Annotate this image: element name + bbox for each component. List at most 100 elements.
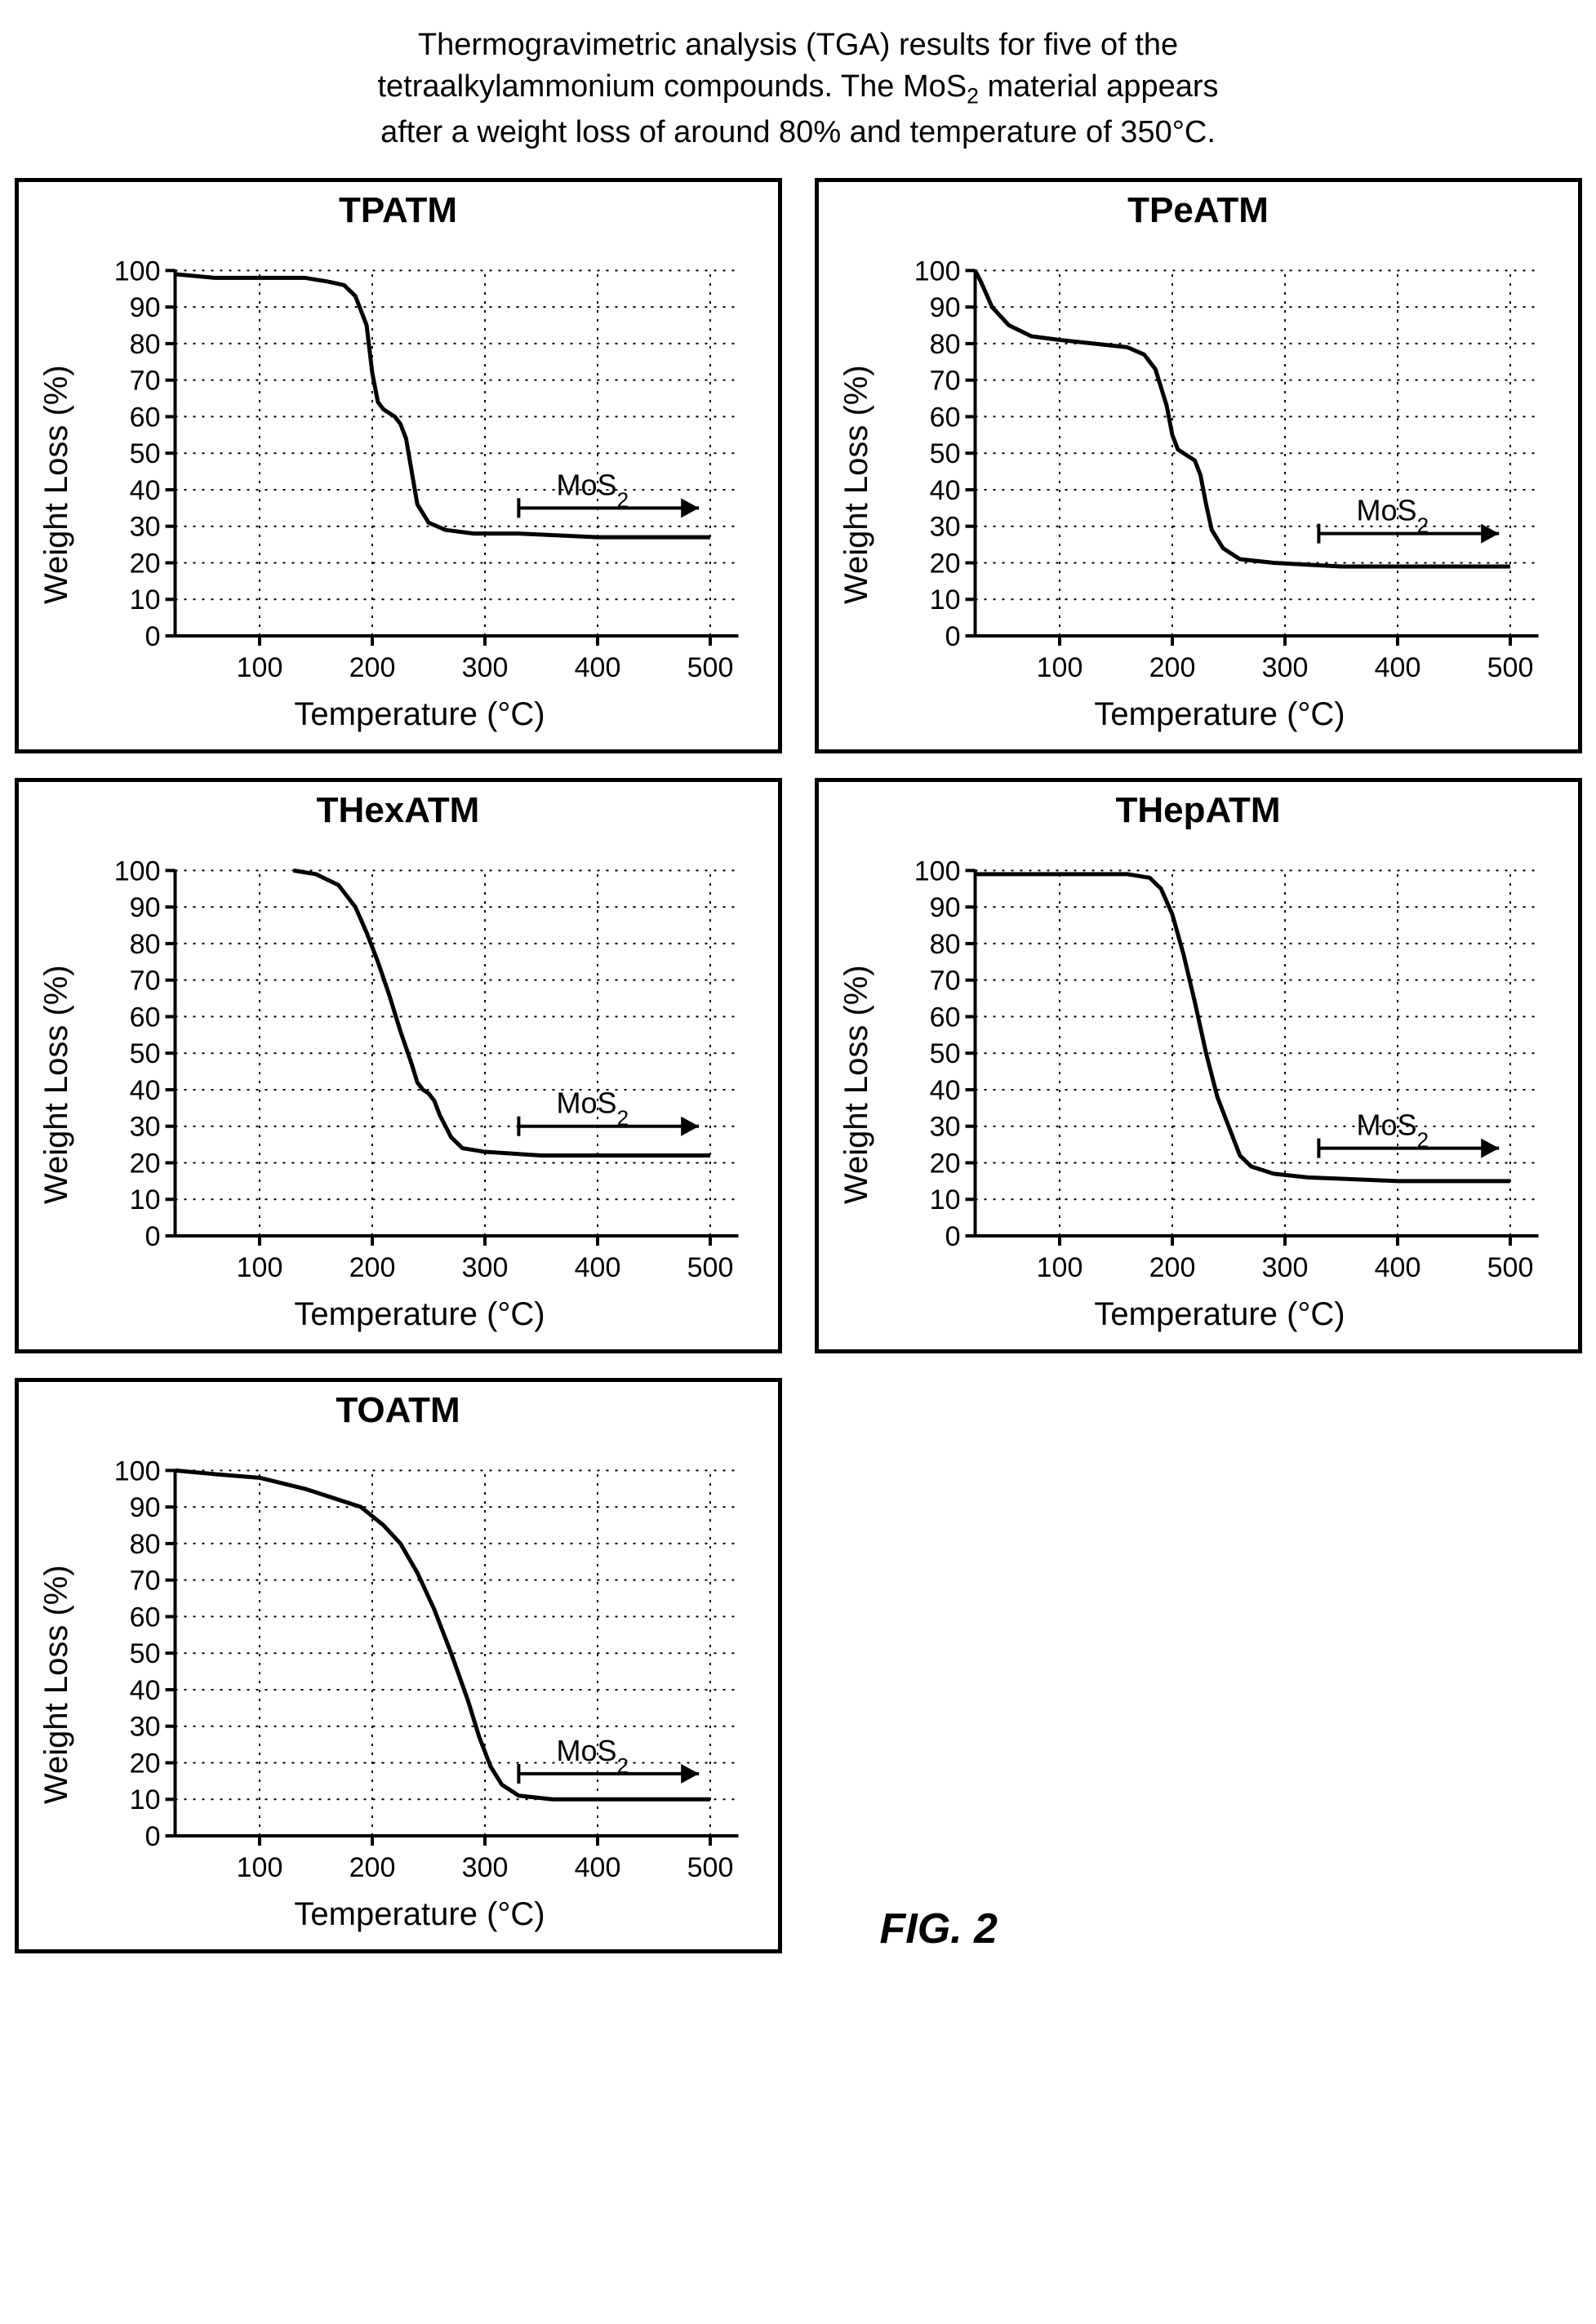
svg-text:500: 500 [1487,652,1533,683]
tga-curve [975,270,1510,567]
svg-text:80: 80 [929,329,960,360]
panel-title: THexATM [35,790,762,831]
svg-text:70: 70 [129,366,160,397]
panel-title: TPeATM [835,190,1562,231]
svg-text:20: 20 [129,1149,160,1180]
svg-text:80: 80 [129,329,160,360]
svg-text:40: 40 [929,475,960,506]
svg-text:50: 50 [129,1638,160,1669]
svg-text:90: 90 [129,292,160,323]
svg-text:30: 30 [129,1712,160,1743]
chart-panel: THepATMWeight Loss (%)100200300400500010… [815,778,1582,1353]
svg-text:0: 0 [144,621,160,652]
svg-text:10: 10 [929,1184,960,1215]
tga-chart: 1002003004005000102030405060708090100MoS… [878,836,1562,1293]
svg-text:40: 40 [129,1675,160,1706]
svg-text:50: 50 [929,438,960,469]
svg-text:60: 60 [929,402,960,433]
mos2-label: MoS2 [556,1734,629,1778]
panel-title: TPATM [35,190,762,231]
mos2-label: MoS2 [556,468,629,512]
svg-text:100: 100 [236,1252,282,1283]
svg-text:200: 200 [1149,1252,1195,1283]
svg-text:60: 60 [129,402,160,433]
chart-panel: TOATMWeight Loss (%)10020030040050001020… [15,1378,782,1953]
tga-chart: 1002003004005000102030405060708090100MoS… [78,1436,762,1893]
svg-text:30: 30 [129,512,160,543]
svg-text:30: 30 [929,1112,960,1143]
svg-text:10: 10 [929,584,960,615]
svg-text:400: 400 [574,1252,620,1283]
svg-text:60: 60 [929,1002,960,1033]
svg-text:100: 100 [914,855,960,886]
svg-text:50: 50 [929,1038,960,1069]
svg-text:40: 40 [129,475,160,506]
figure-label: FIG. 2 [815,1880,998,1953]
svg-text:200: 200 [1149,652,1195,683]
svg-text:300: 300 [461,1852,508,1883]
svg-text:90: 90 [129,1492,160,1523]
panel-title: TOATM [35,1390,762,1431]
svg-text:10: 10 [129,1784,160,1815]
svg-text:0: 0 [144,1221,160,1252]
svg-text:0: 0 [144,1821,160,1852]
svg-text:100: 100 [113,256,160,287]
svg-text:50: 50 [129,1038,160,1069]
svg-text:500: 500 [687,1252,733,1283]
svg-text:400: 400 [574,652,620,683]
svg-text:500: 500 [687,1852,733,1883]
mos2-label: MoS2 [1356,1109,1429,1153]
y-axis-label: Weight Loss (%) [35,236,78,733]
mos2-label: MoS2 [1356,494,1429,538]
svg-text:70: 70 [929,366,960,397]
svg-text:200: 200 [349,1852,395,1883]
svg-text:20: 20 [929,549,960,580]
svg-text:100: 100 [1036,1252,1083,1283]
caption-line2-sub: 2 [967,84,979,109]
x-axis-label: Temperature (°C) [78,696,762,733]
tga-curve [975,874,1510,1181]
chart-panel: TPATMWeight Loss (%)10020030040050001020… [15,178,782,753]
y-axis-label: Weight Loss (%) [835,836,878,1333]
svg-text:100: 100 [113,1455,160,1486]
svg-text:20: 20 [929,1149,960,1180]
svg-text:400: 400 [1374,1252,1420,1283]
svg-text:40: 40 [129,1075,160,1106]
tga-curve [293,870,710,1155]
svg-text:80: 80 [129,929,160,960]
svg-text:90: 90 [929,892,960,923]
svg-text:20: 20 [129,549,160,580]
caption-line1: Thermogravimetric analysis (TGA) results… [418,28,1178,62]
figure-caption: Thermogravimetric analysis (TGA) results… [145,24,1452,153]
svg-text:300: 300 [1261,1252,1308,1283]
svg-text:400: 400 [574,1852,620,1883]
svg-text:100: 100 [236,1852,282,1883]
svg-text:90: 90 [129,892,160,923]
svg-text:60: 60 [129,1602,160,1633]
figure-label-cell: FIG. 2 [815,1378,1582,1953]
y-axis-label: Weight Loss (%) [835,236,878,733]
svg-text:80: 80 [929,929,960,960]
tga-curve [175,1470,710,1799]
svg-text:70: 70 [129,966,160,997]
chart-panel: THexATMWeight Loss (%)100200300400500010… [15,778,782,1353]
svg-text:200: 200 [349,1252,395,1283]
svg-text:10: 10 [129,1184,160,1215]
tga-curve [175,274,710,537]
panel-title: THepATM [835,790,1562,831]
svg-text:100: 100 [236,652,282,683]
svg-text:0: 0 [945,621,960,652]
caption-line3: after a weight loss of around 80% and te… [380,115,1216,149]
y-axis-label: Weight Loss (%) [35,1436,78,1933]
svg-text:40: 40 [929,1075,960,1106]
x-axis-label: Temperature (°C) [878,1296,1562,1333]
x-axis-label: Temperature (°C) [878,696,1562,733]
caption-line2-pre: tetraalkylammonium compounds. The MoS [377,69,967,104]
tga-chart: 1002003004005000102030405060708090100MoS… [78,836,762,1293]
svg-text:30: 30 [929,512,960,543]
svg-text:90: 90 [929,292,960,323]
svg-text:30: 30 [129,1112,160,1143]
svg-text:100: 100 [914,256,960,287]
panel-grid: TPATMWeight Loss (%)10020030040050001020… [16,178,1580,1953]
x-axis-label: Temperature (°C) [78,1296,762,1333]
